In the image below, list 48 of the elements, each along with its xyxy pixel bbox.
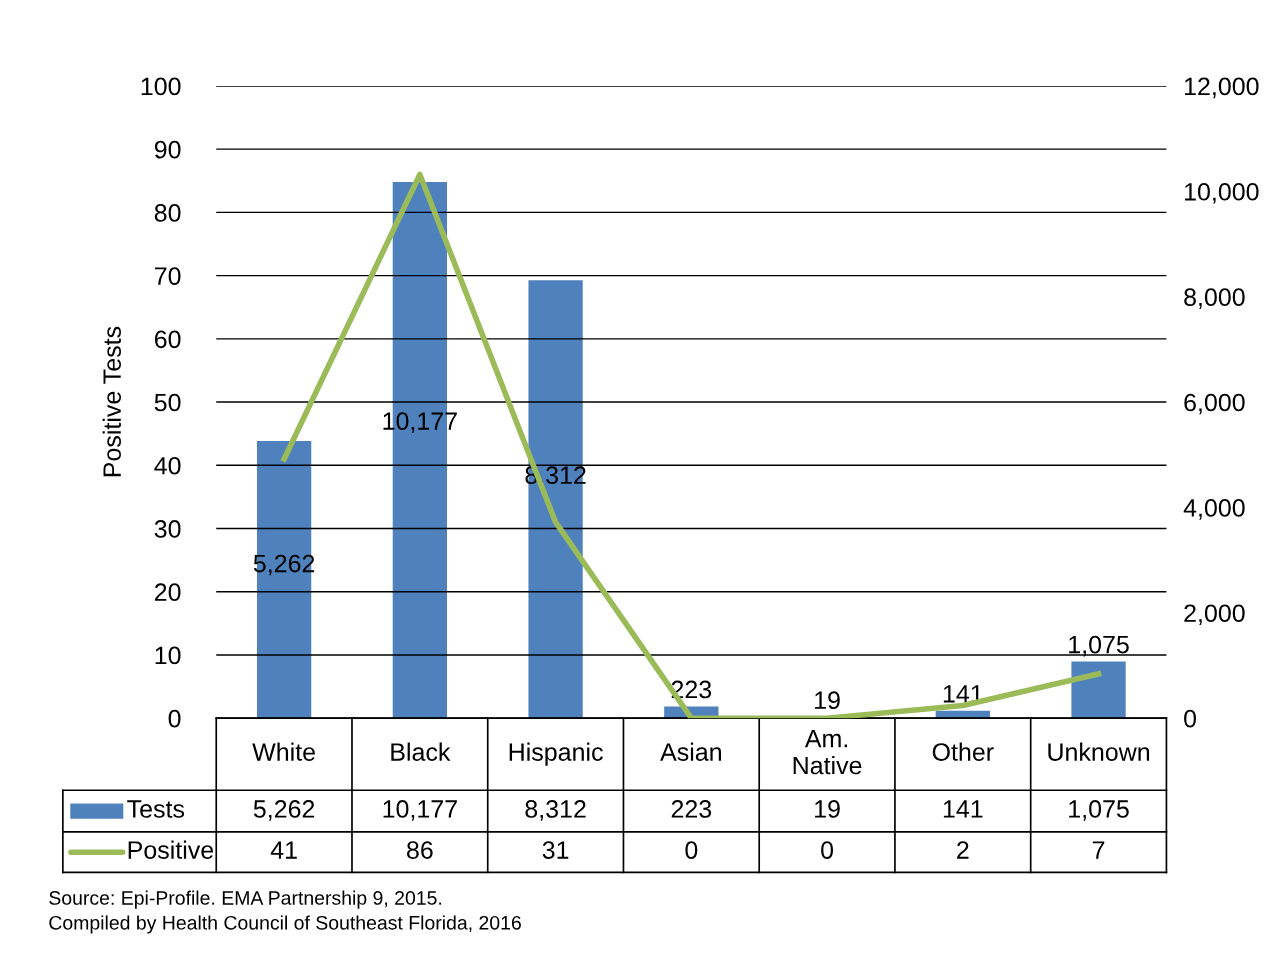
data-label: 31 (542, 841, 569, 859)
y-tick-label: 50 (154, 393, 181, 412)
data-label: 0 (821, 841, 834, 859)
legend-label: Tests (127, 800, 185, 818)
y-tick-label: 10 (155, 646, 181, 665)
y-tick-label: 90 (154, 140, 181, 159)
legend-label: Positive (128, 840, 214, 859)
bar (1071, 661, 1126, 719)
y-tick-label: 30 (154, 520, 181, 538)
x-tick-label: White (252, 742, 315, 761)
y-tick-label: 60 (154, 330, 181, 349)
text: 19 (815, 691, 840, 710)
y2-tick-label: 8,000 (1184, 288, 1245, 309)
x-tick-label: Asian (660, 742, 721, 761)
y-axis-title: Positive Tests (102, 326, 121, 477)
data-label: 0 (685, 841, 698, 859)
data-label: 41 (270, 841, 297, 859)
y-tick-label: 40 (154, 456, 181, 475)
data-label: 2 (957, 841, 969, 859)
data-label: 10,177 (383, 800, 457, 821)
y2-tick-label: 0 (1184, 709, 1197, 728)
x-tick-label: Other (932, 742, 994, 761)
data-label: 1,075 (1069, 800, 1129, 821)
y-tick-label: 80 (154, 203, 181, 222)
data-label: 5,262 (253, 800, 315, 821)
y-tick-label: 100 (141, 77, 181, 96)
text: Compiled by Health Council of Southeast Florida, 2016 (49, 915, 521, 934)
bar (256, 440, 312, 719)
y-tick-label: 20 (154, 583, 181, 602)
x-tick-label: Unknown (1048, 742, 1150, 761)
data-label: 223 (671, 800, 712, 818)
y2-tick-label: 6,000 (1184, 393, 1245, 415)
x-tick-label: Hispanic (509, 742, 603, 766)
y-tick-label: 0 (168, 709, 181, 728)
data-label: 19 (815, 800, 840, 818)
data-label: 141 (943, 800, 983, 818)
x-tick-label: Black (391, 742, 451, 761)
source-note: Source: Epi-Profile. EMA Partnership 9, 2015. (49, 890, 442, 909)
x-tick-label: Am. Native (793, 730, 862, 775)
y2-tick-label: 2,000 (1184, 604, 1245, 626)
y2-tick-label: 4,000 (1183, 499, 1245, 520)
data-label: 8,312 (525, 800, 586, 821)
y-tick-label: 70 (154, 267, 181, 285)
data-label: 7 (1092, 841, 1105, 859)
y2-tick-label: 10,000 (1185, 182, 1259, 204)
y2-tick-label: 12,000 (1185, 77, 1259, 99)
text: 1,075 (1069, 635, 1129, 657)
data-label: 86 (407, 841, 433, 859)
